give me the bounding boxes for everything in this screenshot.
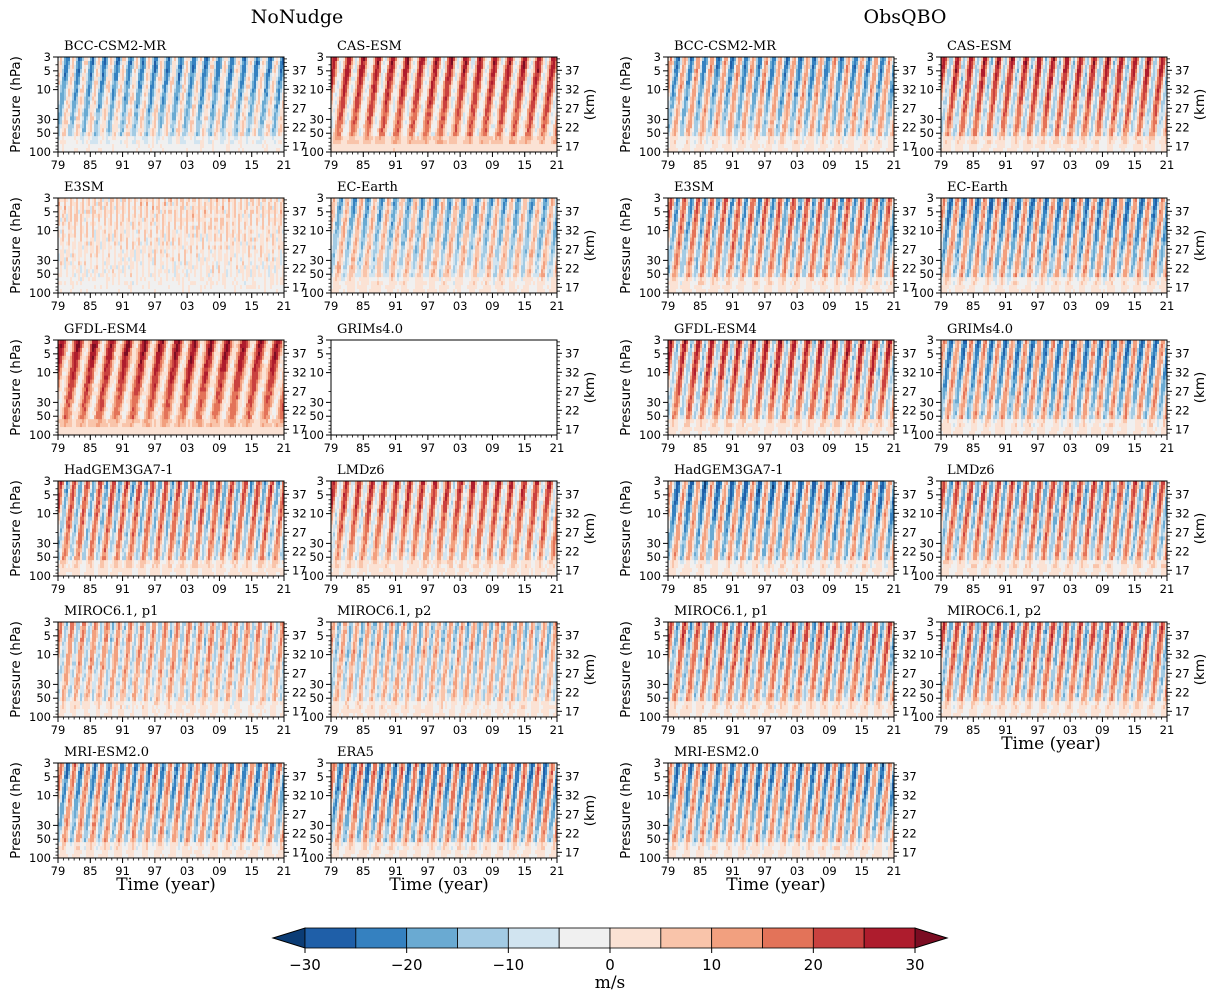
x-tick-label: 15: [244, 158, 259, 172]
y-tick-label: 30: [36, 112, 51, 126]
x-tick-label: 97: [148, 158, 163, 172]
panel-title: CAS-ESM: [337, 39, 402, 54]
km-tick-label: 37: [292, 63, 307, 77]
y-tick-label: 5: [44, 64, 51, 78]
y-tick-label: 50: [36, 126, 51, 140]
y-tick-label: 100: [29, 145, 51, 159]
km-tick-label: 22: [292, 120, 307, 134]
heatmap-cells: [331, 57, 557, 152]
panel-title: BCC-CSM2-MR: [64, 39, 167, 54]
y-axis-label: Pressure (hPa): [8, 56, 24, 153]
km-tick-label: 32: [292, 82, 307, 96]
column-title-obsqbo: ObsQBO: [864, 6, 947, 28]
x-tick-label: 03: [180, 158, 195, 172]
x-tick-label: 91: [115, 158, 130, 172]
x-tick-label: 79: [51, 158, 66, 172]
x-tick-label: 21: [277, 158, 292, 172]
km-tick-label: 27: [292, 101, 307, 115]
column-title-nonudge: NoNudge: [251, 6, 344, 28]
heatmap-cells: [58, 57, 284, 152]
y-tick-label: 3: [44, 50, 51, 64]
x-tick-label: 85: [83, 158, 98, 172]
y-tick-label: 10: [36, 83, 51, 97]
x-tick-label: 09: [212, 158, 227, 172]
